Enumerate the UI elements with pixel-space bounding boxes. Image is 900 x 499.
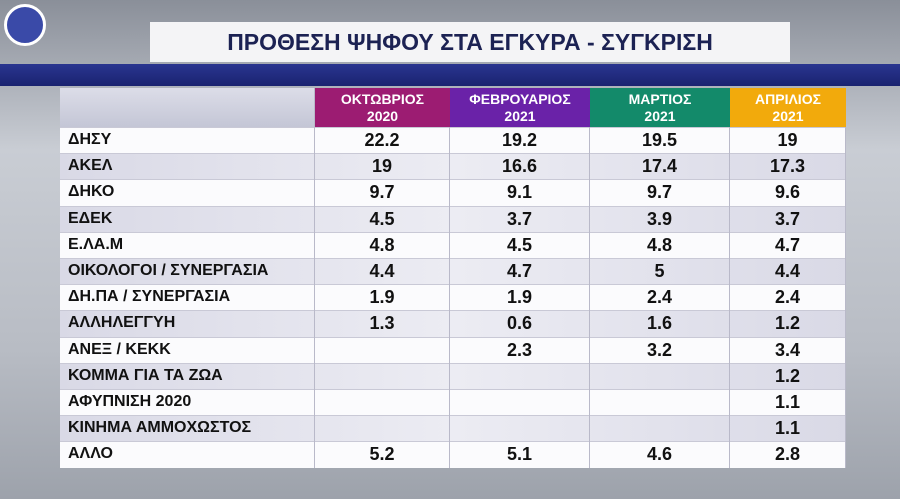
value-cell: 9.7: [590, 179, 730, 206]
value-cell: [590, 415, 730, 442]
value-cell: 19.2: [450, 127, 590, 154]
value-cell: [450, 415, 590, 442]
value-cell: 1.1: [730, 389, 846, 416]
value-cell: 5.1: [450, 441, 590, 468]
value-cell: 4.4: [730, 258, 846, 285]
value-cell: 16.6: [450, 153, 590, 180]
year: 2021: [644, 108, 676, 124]
value-cell: 3.4: [730, 336, 846, 363]
value-cell: 2.3: [450, 336, 590, 363]
value-cell: [450, 389, 590, 416]
channel-logo: [4, 4, 46, 46]
row-bg: [60, 389, 846, 416]
value-cell: 4.5: [450, 231, 590, 258]
row-bg: [60, 284, 846, 311]
value-cell: [315, 336, 450, 363]
month: ΑΠΡΙΛΙΟΣ: [755, 91, 821, 107]
value-cell: 3.7: [450, 205, 590, 232]
row-bg: [60, 127, 846, 154]
row-label: ΔΗΚΟ: [60, 179, 315, 206]
row-bg: [60, 336, 846, 363]
title: ΠΡΟΘΕΣΗ ΨΗΦΟΥ ΣΤΑ ΕΓΚΥΡΑ - ΣΥΓΚΡΙΣΗ: [150, 22, 790, 62]
value-cell: 1.9: [450, 284, 590, 311]
row-bg: [60, 441, 846, 468]
row-label: ΑΦΥΠΝΙΣΗ 2020: [60, 389, 315, 416]
value-cell: 1.2: [730, 362, 846, 389]
row-bg: [60, 153, 846, 180]
value-cell: [590, 389, 730, 416]
value-cell: 2.4: [730, 284, 846, 311]
value-cell: 0.6: [450, 310, 590, 337]
column-header: ΑΠΡΙΛΙΟΣ 2021: [730, 88, 846, 127]
row-label: ΑΚΕΛ: [60, 153, 315, 180]
value-cell: 1.1: [730, 415, 846, 442]
value-cell: 3.2: [590, 336, 730, 363]
band: [0, 64, 900, 86]
value-cell: 22.2: [315, 127, 450, 154]
value-cell: 4.7: [730, 231, 846, 258]
row-bg: [60, 205, 846, 232]
row-bg: [60, 362, 846, 389]
table: ΟΚΤΩΒΡΙΟΣ 2020 ΦΕΒΡΟΥΑΡΙΟΣ 2021 ΜΑΡΤΙΟΣ 2021 Α…: [60, 88, 846, 468]
row-label: ΔΗ.ΠΑ / ΣΥΝΕΡΓΑΣΙΑ: [60, 284, 315, 311]
value-cell: 1.6: [590, 310, 730, 337]
month: ΜΑΡΤΙΟΣ: [628, 91, 692, 107]
row-label: ΔΗΣΥ: [60, 127, 315, 154]
value-cell: [450, 362, 590, 389]
row-label: ΑΛΛΗΛΕΓΓΥΗ: [60, 310, 315, 337]
value-cell: 5.2: [315, 441, 450, 468]
value-cell: 4.8: [590, 231, 730, 258]
value-cell: 1.3: [315, 310, 450, 337]
row-bg: [60, 179, 846, 206]
value-cell: 2.8: [730, 441, 846, 468]
value-cell: 9.6: [730, 179, 846, 206]
value-cell: 1.2: [730, 310, 846, 337]
month: ΦΕΒΡΟΥΑΡΙΟΣ: [469, 91, 571, 107]
column-header: ΦΕΒΡΟΥΑΡΙΟΣ 2021: [450, 88, 590, 127]
column-header: ΟΚΤΩΒΡΙΟΣ 2020: [315, 88, 450, 127]
row-label: ΑΝΕΞ / ΚΕΚΚ: [60, 336, 315, 363]
row-label: ΕΔΕΚ: [60, 205, 315, 232]
value-cell: 1.9: [315, 284, 450, 311]
year: 2021: [772, 108, 804, 124]
value-cell: 3.9: [590, 205, 730, 232]
row-bg: [60, 415, 846, 442]
value-cell: 4.8: [315, 231, 450, 258]
value-cell: 4.4: [315, 258, 450, 285]
value-cell: 4.7: [450, 258, 590, 285]
month: ΟΚΤΩΒΡΙΟΣ: [340, 91, 425, 107]
column-header: ΜΑΡΤΙΟΣ 2021: [590, 88, 730, 127]
row-label: ΚΙΝΗΜΑ ΑΜΜΟΧΩΣΤΟΣ: [60, 415, 315, 442]
value-cell: 4.5: [315, 205, 450, 232]
row-label: ΑΛΛΟ: [60, 441, 315, 468]
value-cell: [315, 415, 450, 442]
header-blank: [60, 88, 315, 127]
value-cell: 9.1: [450, 179, 590, 206]
value-cell: 9.7: [315, 179, 450, 206]
value-cell: 2.4: [590, 284, 730, 311]
row-label: Ε.ΛΑ.Μ: [60, 231, 315, 258]
value-cell: 19: [730, 127, 846, 154]
year: 2020: [366, 108, 399, 124]
value-cell: [315, 389, 450, 416]
value-cell: 3.7: [730, 205, 846, 232]
value-cell: 5: [590, 258, 730, 285]
value-cell: [315, 362, 450, 389]
value-cell: 19.5: [590, 127, 730, 154]
row-label: ΚΟΜΜΑ ΓΙΑ ΤΑ ΖΩΑ: [60, 362, 315, 389]
value-cell: 17.3: [730, 153, 846, 180]
value-cell: 17.4: [590, 153, 730, 180]
row-label: ΟΙΚΟΛΟΓΟΙ / ΣΥΝΕΡΓΑΣΙΑ: [60, 258, 315, 285]
value-cell: 4.6: [590, 441, 730, 468]
row-bg: [60, 310, 846, 337]
value-cell: [590, 362, 730, 389]
row-bg: [60, 231, 846, 258]
year: 2021: [504, 108, 536, 124]
row-bg: [60, 258, 846, 285]
value-cell: 19: [315, 153, 450, 180]
